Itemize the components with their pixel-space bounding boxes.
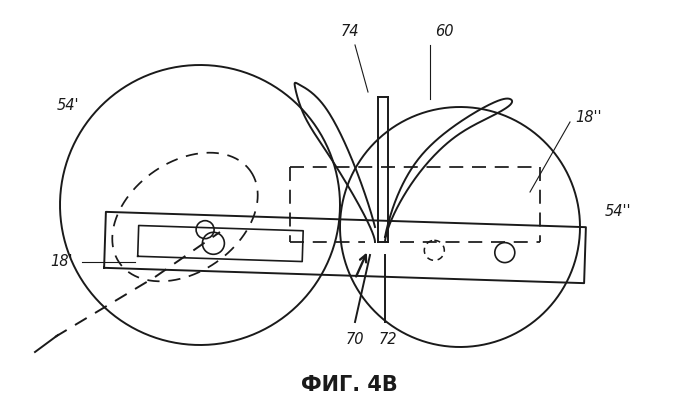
Text: 70: 70 [346,332,364,347]
Text: 18': 18' [51,255,73,269]
Text: 54': 54' [57,97,80,113]
Text: 74: 74 [341,24,359,39]
Text: 54'': 54'' [605,204,632,219]
Text: ФИГ. 4В: ФИГ. 4В [301,375,397,394]
Text: 60: 60 [435,24,454,39]
Text: 18'': 18'' [575,110,602,125]
Text: 72: 72 [379,332,397,347]
